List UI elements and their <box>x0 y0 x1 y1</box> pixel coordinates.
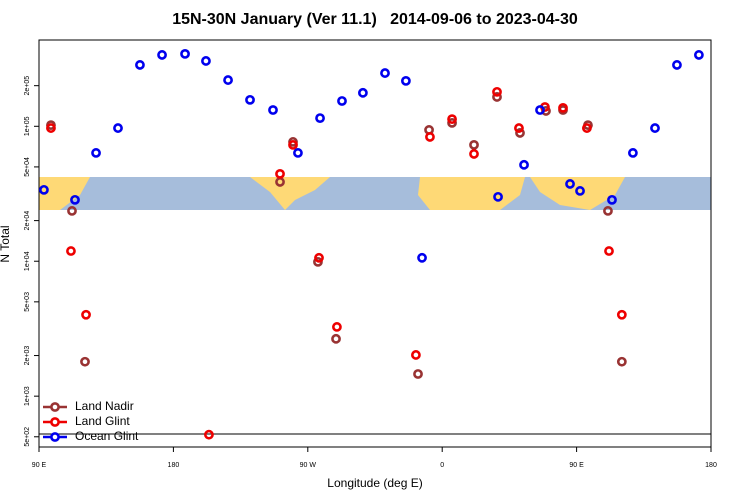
data-point <box>603 206 613 216</box>
data-point <box>67 206 77 216</box>
data-point <box>650 123 660 133</box>
data-point <box>575 186 585 196</box>
data-point <box>413 369 423 379</box>
data-point <box>337 96 347 106</box>
x-tick-label: 0 <box>440 462 444 469</box>
x-tick-label: 90 E <box>32 462 47 469</box>
data-point <box>358 87 368 98</box>
legend-label: Land Glint <box>75 414 130 428</box>
y-tick-label: 2e+05 <box>24 76 31 96</box>
data-point <box>565 179 575 189</box>
data-point <box>275 168 285 179</box>
x-tick-label: 90 W <box>300 462 317 469</box>
legend-label: Land Nadir <box>75 399 134 413</box>
data-point <box>493 191 503 202</box>
data-point <box>46 123 56 133</box>
data-point <box>268 105 278 115</box>
data-point <box>607 194 617 205</box>
x-tick-label: 90 E <box>569 462 584 469</box>
data-point <box>694 50 704 60</box>
y-tick-label: 1e+04 <box>24 251 31 271</box>
data-point <box>81 309 91 320</box>
data-point <box>293 148 303 158</box>
y-tick-label: 5e+04 <box>24 157 31 177</box>
legend-item: Land Glint <box>43 414 130 428</box>
x-tick-label: 180 <box>168 462 180 469</box>
data-point <box>180 48 190 59</box>
data-point <box>332 322 342 332</box>
data-point <box>425 132 435 142</box>
data-point <box>514 123 524 133</box>
chart-title: 15N-30N January (Ver 11.1) 2014-09-06 to… <box>172 11 578 28</box>
data-point <box>582 123 592 133</box>
data-point <box>204 429 214 440</box>
data-point <box>157 50 167 60</box>
data-point <box>672 60 682 70</box>
x-axis-label: Longitude (deg E) <box>327 476 422 490</box>
data-point <box>447 117 457 128</box>
data-point <box>401 75 411 86</box>
data-point <box>91 148 101 158</box>
data-point <box>80 356 90 367</box>
data-point <box>223 75 233 85</box>
data-point <box>201 56 211 66</box>
y-tick-label: 2e+04 <box>24 211 31 231</box>
data-point <box>519 159 529 170</box>
data-point <box>39 184 49 195</box>
data-point <box>558 102 568 113</box>
data-point <box>469 139 479 150</box>
data-point <box>315 113 325 123</box>
y-tick-label: 1e+03 <box>24 386 31 406</box>
y-tick-label: 5e+02 <box>24 427 31 447</box>
data-point <box>627 148 638 158</box>
data-point <box>331 333 341 344</box>
data-point <box>604 246 614 256</box>
data-point <box>417 252 427 263</box>
legend-marker <box>50 432 60 442</box>
legend-marker <box>50 402 60 412</box>
data-point <box>492 86 502 97</box>
data-point <box>70 194 80 205</box>
data-point <box>380 68 390 78</box>
data-point <box>469 149 479 159</box>
data-point <box>535 105 545 115</box>
data-point <box>66 246 76 256</box>
map-strip <box>39 177 711 210</box>
legend-marker <box>50 417 60 427</box>
y-tick-label: 2e+03 <box>24 346 31 366</box>
legend-item: Ocean Glint <box>43 429 139 443</box>
data-point <box>245 94 255 105</box>
data-point <box>492 92 502 102</box>
plot-frame <box>38 39 712 448</box>
y-tick-label: 1e+05 <box>24 116 31 136</box>
data-point <box>314 252 324 263</box>
data-point <box>616 356 627 367</box>
data-point <box>515 128 525 138</box>
x-tick-label: 180 <box>705 462 717 469</box>
legend-label: Ocean Glint <box>75 429 139 443</box>
y-tick-label: 5e+03 <box>24 292 31 312</box>
data-point <box>616 309 627 320</box>
y-axis-label: N Total <box>0 225 12 262</box>
data-point <box>288 139 298 150</box>
data-point <box>447 114 457 125</box>
data-point <box>113 123 123 133</box>
data-point <box>411 350 421 360</box>
legend-item: Land Nadir <box>43 399 134 413</box>
data-point <box>135 60 145 70</box>
